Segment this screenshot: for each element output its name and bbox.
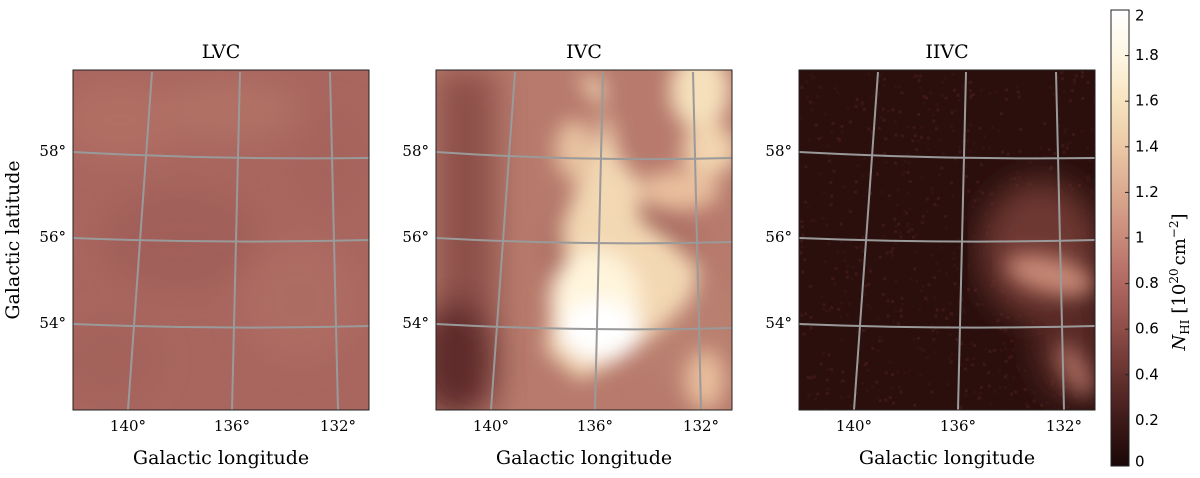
ytick-54-ivc: 54°: [402, 314, 429, 332]
frame-iivc: [798, 69, 1096, 411]
heatmap-lvc: [73, 70, 369, 410]
xtick-140-lvc: 140°: [110, 417, 146, 435]
grid-iivc: [798, 71, 1096, 411]
xtick-132-ivc: 132°: [683, 417, 719, 435]
xtick-136-ivc: 136°: [577, 417, 613, 435]
colorbar-tick-label: 1: [1135, 229, 1145, 247]
xlabel-iivc: Galactic longitude: [859, 447, 1035, 469]
ytick-58-ivc: 58°: [402, 142, 429, 160]
xtick-136-lvc: 136°: [214, 417, 250, 435]
xtick-140-iivc: 140°: [836, 417, 872, 435]
heatmap-iivc: [799, 70, 1095, 410]
panel-title-iivc: IIVC: [925, 41, 968, 63]
xtick-136-iivc: 136°: [940, 417, 976, 435]
colorbar: 0 0.2 0.4 0.6 0.8 1 1.2 1.4 1.6 1.8 2 NHI[1020cm−2…: [1110, 7, 1192, 471]
ytick-56-iivc: 56°: [765, 228, 792, 246]
grid-lvc: [72, 71, 370, 411]
panel-title-ivc: IVC: [566, 41, 602, 63]
colorbar-tick-label: 0.6: [1135, 320, 1159, 338]
ytick-56-lvc: 56°: [39, 228, 66, 246]
colorbar-tick-label: 1.8: [1135, 46, 1159, 64]
colorbar-tick-label: 1.6: [1135, 92, 1159, 110]
xlabel-lvc: Galactic longitude: [133, 447, 309, 469]
heatmap-ivc: [436, 70, 732, 410]
panel-lvc: LVC 58° 56° 54° 140° 136° 132°: [2, 41, 370, 469]
ytick-54-lvc: 54°: [39, 314, 66, 332]
panel-title-lvc: LVC: [202, 41, 241, 63]
ytick-54-iivc: 54°: [765, 314, 792, 332]
colorbar-tick-label: 0.2: [1135, 411, 1159, 429]
panel-iivc: IIVC 58° 56° 54° 140° 136° 132°: [765, 41, 1096, 469]
ytick-58-lvc: 58°: [39, 142, 66, 160]
colorbar-tick-label: 1.2: [1135, 183, 1159, 201]
colorbar-tick-label: 0: [1135, 453, 1145, 471]
colorbar-tick-label: 0.8: [1135, 274, 1159, 292]
xlabel-ivc: Galactic longitude: [496, 447, 672, 469]
frame-lvc: [72, 69, 370, 411]
colorbar-ticks: 0 0.2 0.4 0.6 0.8 1 1.2 1.4 1.6 1.8 2: [1125, 7, 1159, 471]
ytick-58-iivc: 58°: [765, 142, 792, 160]
xtick-140-ivc: 140°: [473, 417, 509, 435]
ylabel: Galactic latitude: [2, 160, 24, 319]
ytick-56-ivc: 56°: [402, 228, 429, 246]
panel-ivc: IVC: [402, 41, 733, 469]
xtick-132-iivc: 132°: [1046, 417, 1082, 435]
colorbar-tick-label: 2: [1135, 7, 1145, 25]
frame-ivc: [435, 69, 733, 411]
colorbar-label: NHI[1020cm−2]: [1167, 213, 1192, 351]
grid-ivc: [435, 71, 733, 411]
xtick-132-lvc: 132°: [320, 417, 356, 435]
colorbar-tick-label: 0.4: [1135, 365, 1159, 383]
colorbar-tick-label: 1.4: [1135, 137, 1159, 155]
